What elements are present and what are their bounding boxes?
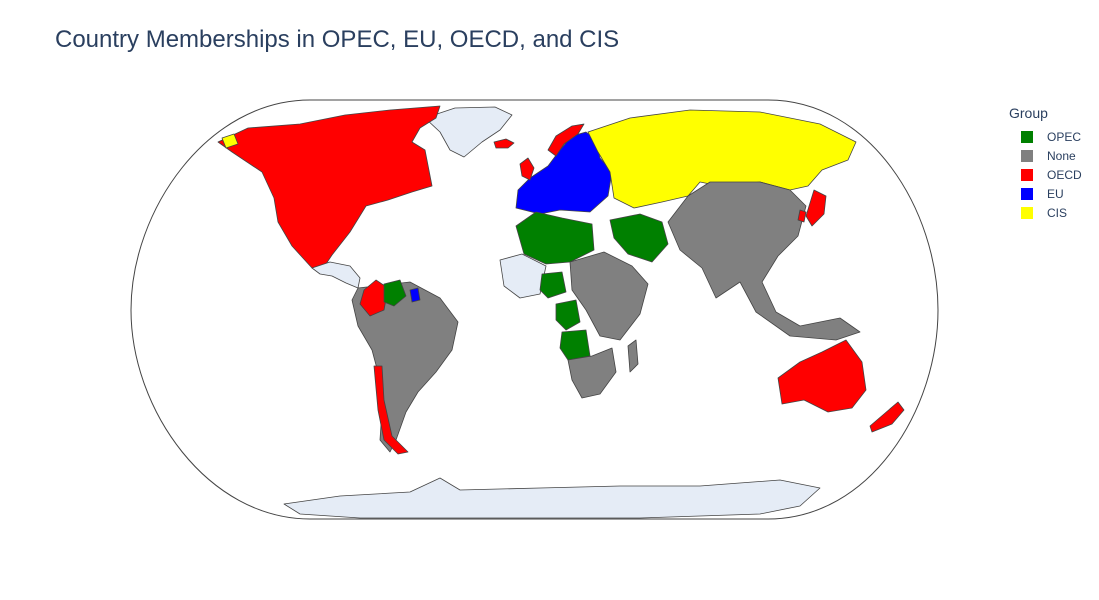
legend-item-oecd[interactable]: OECD bbox=[1009, 165, 1082, 184]
legend-label: None bbox=[1047, 148, 1076, 163]
region-australia[interactable] bbox=[777, 339, 867, 413]
legend-label: OECD bbox=[1047, 167, 1082, 182]
legend-items: OPEC None OECD EU CIS bbox=[1009, 127, 1082, 222]
legend: Group OPEC None OECD EU CIS bbox=[1009, 105, 1082, 222]
region-north-america[interactable] bbox=[217, 105, 441, 271]
region-greenland[interactable] bbox=[424, 106, 513, 158]
region-iceland[interactable] bbox=[493, 138, 515, 149]
region-asia[interactable] bbox=[667, 181, 861, 341]
region-madagascar[interactable] bbox=[627, 339, 639, 373]
legend-swatch bbox=[1021, 168, 1033, 181]
region-congo[interactable] bbox=[555, 299, 581, 331]
region-korea[interactable] bbox=[797, 209, 807, 223]
legend-item-cis[interactable]: CIS bbox=[1009, 203, 1082, 222]
legend-item-eu[interactable]: EU bbox=[1009, 184, 1082, 203]
legend-swatch bbox=[1021, 187, 1033, 200]
region-antarctica[interactable] bbox=[283, 477, 821, 519]
region-venezuela[interactable] bbox=[383, 279, 407, 307]
legend-title: Group bbox=[1009, 105, 1048, 121]
legend-item-opec[interactable]: OPEC bbox=[1009, 127, 1082, 146]
region-united-kingdom[interactable] bbox=[519, 157, 535, 181]
region-east-africa[interactable] bbox=[569, 251, 649, 341]
legend-swatch bbox=[1021, 130, 1033, 143]
region-new-zealand[interactable] bbox=[869, 401, 905, 433]
legend-label: CIS bbox=[1047, 205, 1068, 220]
region-japan[interactable] bbox=[805, 189, 827, 227]
region-gulf[interactable] bbox=[609, 213, 669, 263]
region-colombia[interactable] bbox=[359, 279, 389, 317]
chart-title: Country Memberships in OPEC, EU, OECD, a… bbox=[55, 26, 620, 53]
region-french-guiana[interactable] bbox=[409, 287, 421, 303]
legend-item-none[interactable]: None bbox=[1009, 146, 1082, 165]
legend-label: OPEC bbox=[1047, 129, 1082, 144]
region-chukotka[interactable] bbox=[221, 133, 239, 149]
region-chile[interactable] bbox=[373, 365, 409, 455]
legend-swatch bbox=[1021, 206, 1033, 219]
region-norway[interactable] bbox=[547, 123, 585, 157]
region-west-africa[interactable] bbox=[499, 253, 547, 299]
region-nigeria[interactable] bbox=[539, 271, 567, 299]
legend-swatch bbox=[1021, 149, 1033, 162]
region-north-africa[interactable] bbox=[515, 211, 595, 265]
legend-label: EU bbox=[1047, 186, 1064, 201]
region-southern-africa[interactable] bbox=[567, 347, 617, 399]
